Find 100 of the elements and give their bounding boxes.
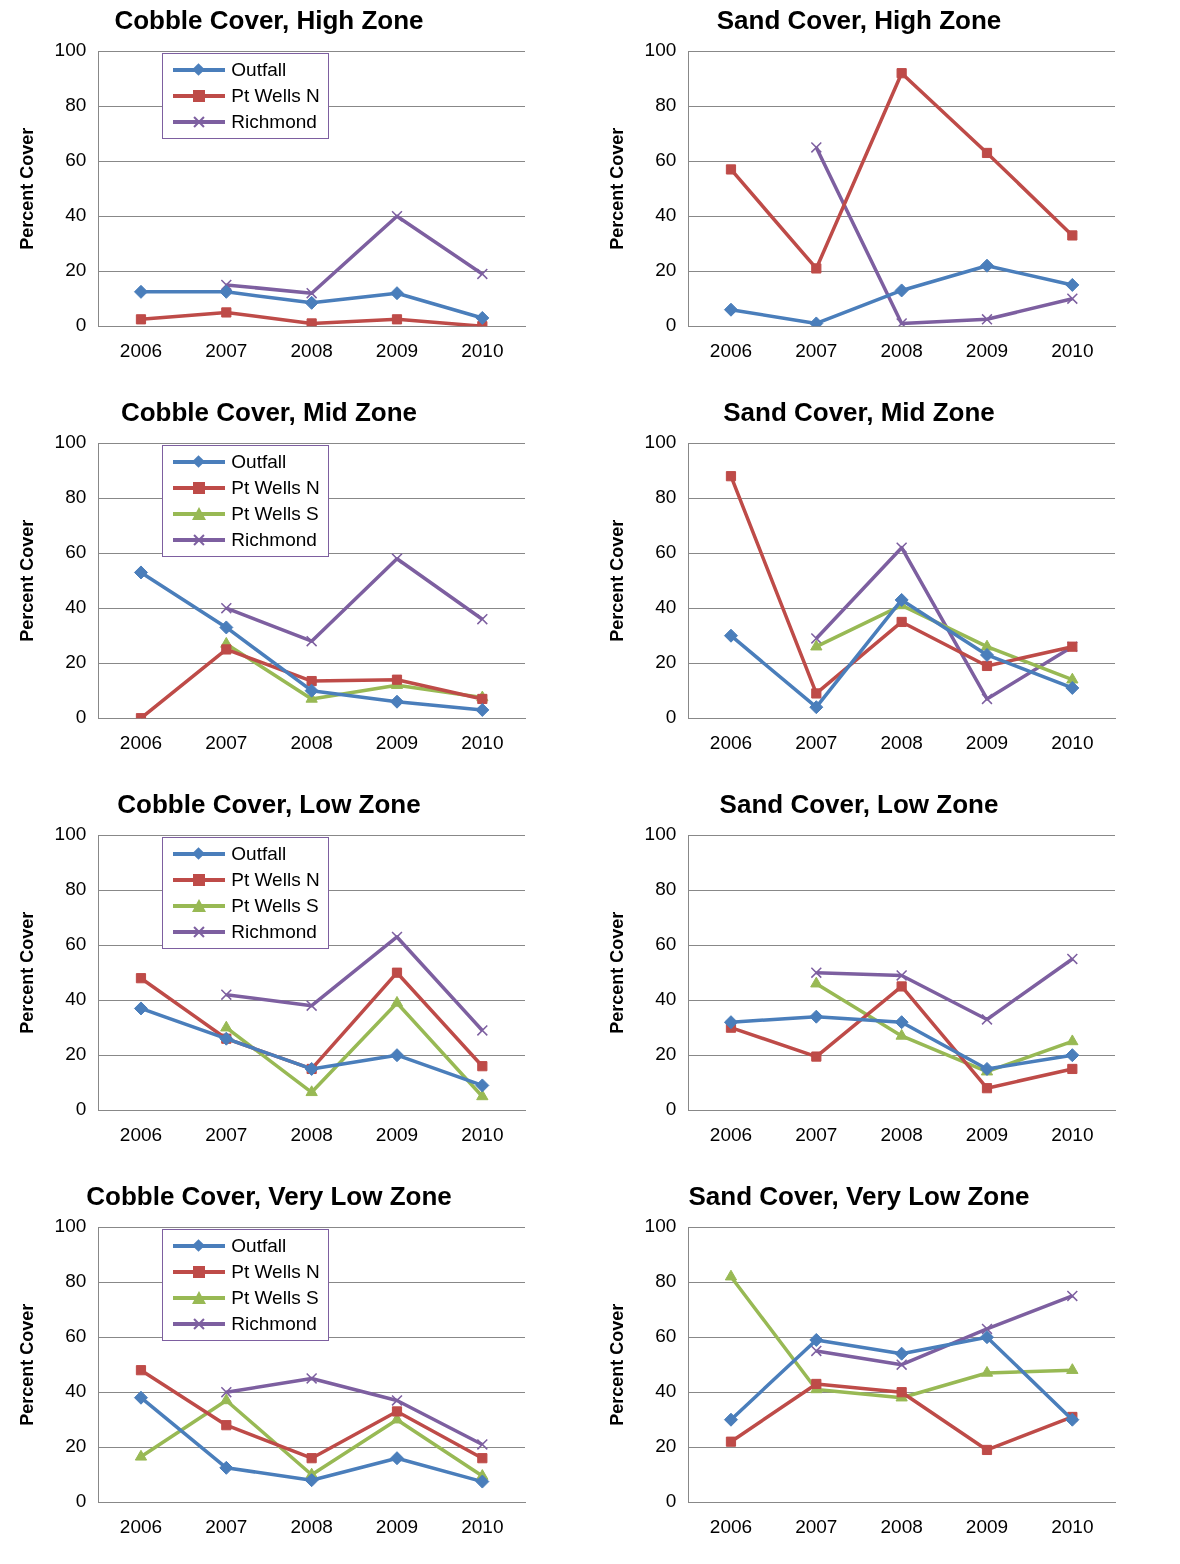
y-tick-label: 60 [655, 933, 677, 955]
y-tick-label: 60 [65, 933, 87, 955]
x-tick-label: 2008 [290, 339, 333, 361]
y-tick-label: 100 [54, 823, 87, 845]
y-tick-label: 20 [65, 259, 87, 281]
x-tick-label: 2007 [795, 731, 838, 753]
y-tick-label: 40 [65, 1380, 87, 1402]
x-tick-label: 2008 [880, 731, 923, 753]
y-tick-label: 80 [65, 94, 87, 116]
y-axis-title: Percent Cover [16, 519, 37, 642]
y-tick-label: 60 [65, 1325, 87, 1347]
y-tick-label: 60 [655, 149, 677, 171]
y-tick-label: 0 [75, 1098, 87, 1120]
legend-label: Pt Wells N [231, 477, 320, 500]
x-tick-label: 2010 [461, 731, 504, 753]
y-tick-label: 0 [75, 314, 87, 336]
y-axis-title: Percent Cover [16, 911, 37, 1034]
x-tick-label: 2006 [709, 1123, 753, 1145]
x-tick-label: 2006 [119, 1515, 163, 1537]
x-tick-label: 2010 [1051, 1123, 1094, 1145]
x-tick-label: 2010 [461, 1515, 504, 1537]
legend-label: Pt Wells N [231, 85, 320, 108]
legend-label: Pt Wells S [231, 1287, 319, 1310]
y-tick-label: 40 [65, 988, 87, 1010]
chart-title: Sand Cover, High Zone [716, 4, 1002, 35]
x-tick-label: 2006 [119, 731, 163, 753]
x-tick-label: 2008 [880, 1123, 923, 1145]
x-tick-label: 2010 [461, 339, 504, 361]
y-axis-title: Percent Cover [606, 911, 627, 1034]
legend-label: Richmond [231, 111, 317, 134]
x-tick-label: 2010 [1051, 339, 1094, 361]
x-tick-label: 2008 [290, 731, 333, 753]
y-tick-label: 0 [665, 1490, 677, 1512]
x-tick-label: 2006 [709, 731, 753, 753]
legend-label: Richmond [231, 921, 317, 944]
x-tick-label: 2009 [965, 1123, 1009, 1145]
x-tick-label: 2008 [290, 1123, 333, 1145]
x-tick-label: 2010 [461, 1123, 504, 1145]
y-tick-label: 0 [75, 1490, 87, 1512]
x-tick-label: 2006 [709, 1515, 753, 1537]
y-tick-label: 0 [665, 314, 677, 336]
legend-label: Outfall [231, 451, 287, 474]
y-tick-label: 80 [655, 1270, 677, 1292]
x-tick-label: 2008 [880, 339, 923, 361]
y-axis-title: Percent Cover [606, 1303, 627, 1426]
x-tick-label: 2009 [375, 731, 419, 753]
y-tick-label: 80 [655, 94, 677, 116]
y-tick-label: 100 [54, 39, 87, 61]
x-tick-label: 2007 [795, 1515, 838, 1537]
x-tick-label: 2010 [1051, 1515, 1094, 1537]
x-tick-label: 2009 [375, 1515, 419, 1537]
x-tick-label: 2007 [795, 1123, 838, 1145]
x-tick-label: 2009 [375, 1123, 419, 1145]
y-tick-label: 80 [65, 1270, 87, 1292]
y-tick-label: 80 [65, 878, 87, 900]
y-tick-label: 80 [655, 878, 677, 900]
y-tick-label: 20 [655, 651, 677, 673]
y-tick-label: 20 [65, 1435, 87, 1457]
x-tick-label: 2007 [205, 339, 248, 361]
y-tick-label: 40 [65, 596, 87, 618]
chart-title: Sand Cover, Mid Zone [723, 396, 995, 427]
y-tick-label: 0 [665, 706, 677, 728]
y-tick-label: 40 [655, 596, 677, 618]
legend-label: Richmond [231, 1313, 317, 1336]
chart-title: Cobble Cover, Very Low Zone [86, 1180, 452, 1211]
y-axis-title: Percent Cover [16, 127, 37, 250]
y-tick-label: 40 [655, 1380, 677, 1402]
legend-label: Pt Wells N [231, 1261, 320, 1284]
y-tick-label: 20 [65, 651, 87, 673]
x-tick-label: 2007 [795, 339, 838, 361]
y-tick-label: 20 [655, 259, 677, 281]
y-tick-label: 80 [655, 486, 677, 508]
x-tick-label: 2006 [119, 339, 163, 361]
chart-title: Cobble Cover, Low Zone [117, 788, 421, 819]
y-tick-label: 100 [644, 431, 677, 453]
y-axis-title: Percent Cover [606, 127, 627, 250]
chart-title: Cobble Cover, High Zone [114, 4, 424, 35]
y-tick-label: 40 [655, 204, 677, 226]
y-tick-label: 60 [65, 149, 87, 171]
legend-label: Outfall [231, 843, 287, 866]
x-tick-label: 2007 [205, 1123, 248, 1145]
x-tick-label: 2008 [290, 1515, 333, 1537]
x-tick-label: 2009 [965, 731, 1009, 753]
y-axis-title: Percent Cover [606, 519, 627, 642]
x-tick-label: 2007 [205, 1515, 248, 1537]
x-tick-label: 2008 [880, 1515, 923, 1537]
legend-label: Richmond [231, 529, 317, 552]
y-tick-label: 100 [644, 39, 677, 61]
y-tick-label: 0 [75, 706, 87, 728]
legend-label: Pt Wells N [231, 869, 320, 892]
y-tick-label: 80 [65, 486, 87, 508]
y-tick-label: 20 [655, 1043, 677, 1065]
y-tick-label: 100 [54, 431, 87, 453]
y-tick-label: 60 [655, 541, 677, 563]
y-axis-title: Percent Cover [16, 1303, 37, 1426]
x-tick-label: 2009 [375, 339, 419, 361]
x-tick-label: 2009 [965, 1515, 1009, 1537]
legend-label: Pt Wells S [231, 503, 319, 526]
y-tick-label: 60 [655, 1325, 677, 1347]
x-tick-label: 2009 [965, 339, 1009, 361]
